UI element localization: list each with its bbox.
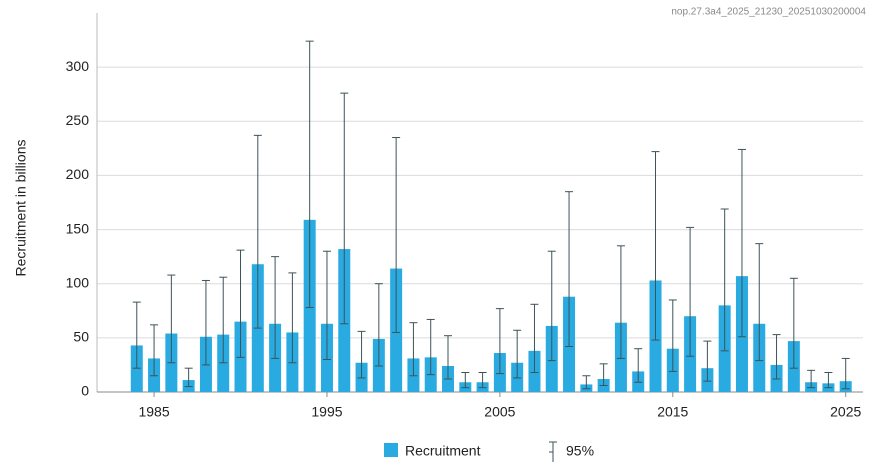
x-tick-label: 2015 — [657, 404, 688, 420]
y-tick-label: 200 — [66, 166, 90, 182]
watermark: nop.27.3a4_2025_21230_20251030200004 — [671, 7, 866, 18]
y-tick-label: 0 — [81, 383, 89, 399]
bar — [217, 334, 230, 392]
x-tick-label: 2025 — [830, 404, 861, 420]
x-tick-label: 1995 — [311, 404, 342, 420]
y-tick-label: 50 — [73, 329, 89, 345]
y-axis-label: Recruitment in billions — [13, 140, 29, 277]
y-tick-label: 150 — [66, 220, 90, 236]
legend-label: Recruitment — [405, 443, 481, 459]
x-tick-label: 2005 — [484, 404, 515, 420]
y-tick-label: 250 — [66, 112, 90, 128]
y-tick-label: 100 — [66, 274, 90, 290]
x-tick-label: 1985 — [138, 404, 169, 420]
legend-label: 95% — [566, 443, 594, 459]
y-tick-label: 300 — [66, 58, 90, 74]
legend-swatch — [384, 443, 398, 457]
bar — [130, 345, 143, 392]
